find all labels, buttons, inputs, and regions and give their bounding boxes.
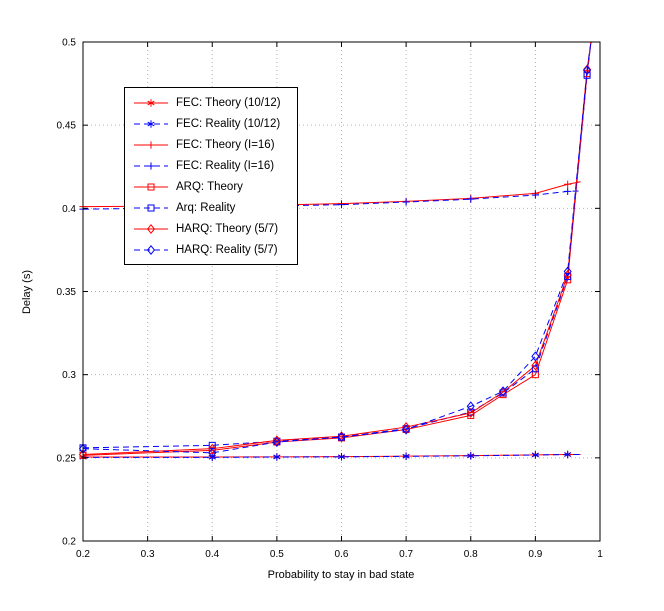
legend-label: Arq: Reality (176, 201, 236, 214)
legend-label: FEC: Reality (10/12) (176, 117, 281, 130)
diamond-marker (583, 65, 592, 76)
diamond-marker (499, 387, 508, 398)
x-tick-label: 0.9 (528, 549, 542, 560)
plus-marker (531, 191, 539, 199)
y-tick-label: 0.3 (62, 370, 76, 381)
diamond-marker (146, 223, 156, 234)
legend-item: HARQ: Theory (5/7) (132, 218, 281, 239)
legend-line-sample (134, 244, 168, 255)
plus-marker (337, 201, 346, 209)
legend-line-sample (134, 204, 168, 211)
legend-item: FEC: Reality (I=16) (132, 155, 281, 176)
y-tick-label: 0.2 (62, 537, 76, 548)
legend-label: FEC: Theory (10/12) (176, 96, 281, 109)
plus-marker (467, 195, 475, 203)
diamond-marker (337, 432, 346, 443)
x-tick-label: 0.4 (205, 549, 219, 560)
square-marker (583, 71, 591, 79)
legend-item: FEC: Theory (I=16) (132, 134, 281, 155)
plus-marker (147, 140, 155, 149)
legend-label: FEC: Reality (I=16) (176, 159, 275, 172)
x-tick-label: 0.6 (335, 549, 349, 560)
asterisk-marker (147, 119, 155, 128)
y-tick-label: 0.4 (62, 204, 76, 215)
series-line (82, 41, 592, 454)
legend-line-sample (134, 161, 168, 170)
y-tick-label: 0.35 (57, 287, 77, 298)
asterisk-marker (337, 453, 346, 461)
legend: FEC: Theory (10/12) FEC: Reality (10/12) F… (124, 87, 298, 265)
legend-line-sample (134, 98, 168, 107)
legend-line-sample (134, 183, 168, 190)
x-tick-label: 1 (597, 549, 603, 560)
asterisk-marker (147, 98, 155, 107)
asterisk-marker (531, 451, 539, 459)
legend-line-sample (134, 119, 168, 128)
diamond-marker (402, 424, 411, 435)
y-tick-label: 0.25 (57, 453, 77, 464)
x-tick-label: 0.7 (399, 549, 413, 560)
y-tick-label: 0.5 (62, 38, 76, 49)
x-tick-label: 0.8 (464, 549, 478, 560)
square-marker (147, 183, 155, 190)
asterisk-marker (402, 452, 410, 461)
diamond-marker (272, 437, 281, 448)
legend-line-sample (134, 140, 168, 149)
axis-layer: 0.2 0.3 0.4 0.5 0.6 0.7 0.8 0.9 1 0.2 0.25 0.3 0.35 0… (57, 38, 604, 561)
asterisk-marker (467, 452, 475, 460)
diamond-marker (583, 64, 592, 75)
x-tick-label: 0.5 (270, 549, 284, 560)
diamond-marker (337, 431, 346, 442)
legend-item: FEC: Theory (10/12) (132, 92, 281, 113)
diamond-marker (466, 407, 475, 418)
legend-item: Arq: Reality (132, 197, 281, 218)
x-tick-label: 0.3 (141, 549, 155, 560)
diamond-marker (208, 443, 217, 454)
legend-label: HARQ: Theory (5/7) (176, 222, 279, 235)
plus-marker (147, 161, 155, 170)
x-tick-label: 0.2 (76, 549, 90, 560)
plus-marker (564, 180, 572, 188)
legend-label: FEC: Theory (I=16) (176, 138, 275, 151)
legend-item: HARQ: Reality (5/7) (132, 239, 281, 260)
plus-marker (564, 187, 572, 195)
diamond-marker (466, 401, 475, 412)
legend-label: ARQ: Theory (176, 180, 243, 193)
y-axis-label: Delay (s) (21, 270, 33, 314)
x-axis-label: Probability to stay in bad state (268, 569, 415, 581)
diamond-marker (499, 386, 508, 397)
legend-item: FEC: Reality (10/12) (132, 113, 281, 134)
asterisk-marker (564, 450, 572, 459)
asterisk-marker (273, 453, 281, 461)
diamond-marker (402, 422, 411, 433)
y-tick-label: 0.45 (57, 121, 77, 132)
diamond-marker (531, 351, 540, 362)
square-marker (531, 365, 539, 373)
diamond-marker (563, 266, 572, 277)
legend-item: ARQ: Theory (132, 176, 281, 197)
diamond-marker (208, 447, 217, 458)
legend-line-sample (134, 223, 168, 234)
square-marker (147, 204, 155, 211)
diamond-marker (146, 244, 156, 255)
diamond-marker (272, 435, 281, 446)
diamond-marker (531, 360, 540, 371)
plus-marker (402, 198, 410, 206)
legend-label: HARQ: Reality (5/7) (176, 243, 278, 256)
